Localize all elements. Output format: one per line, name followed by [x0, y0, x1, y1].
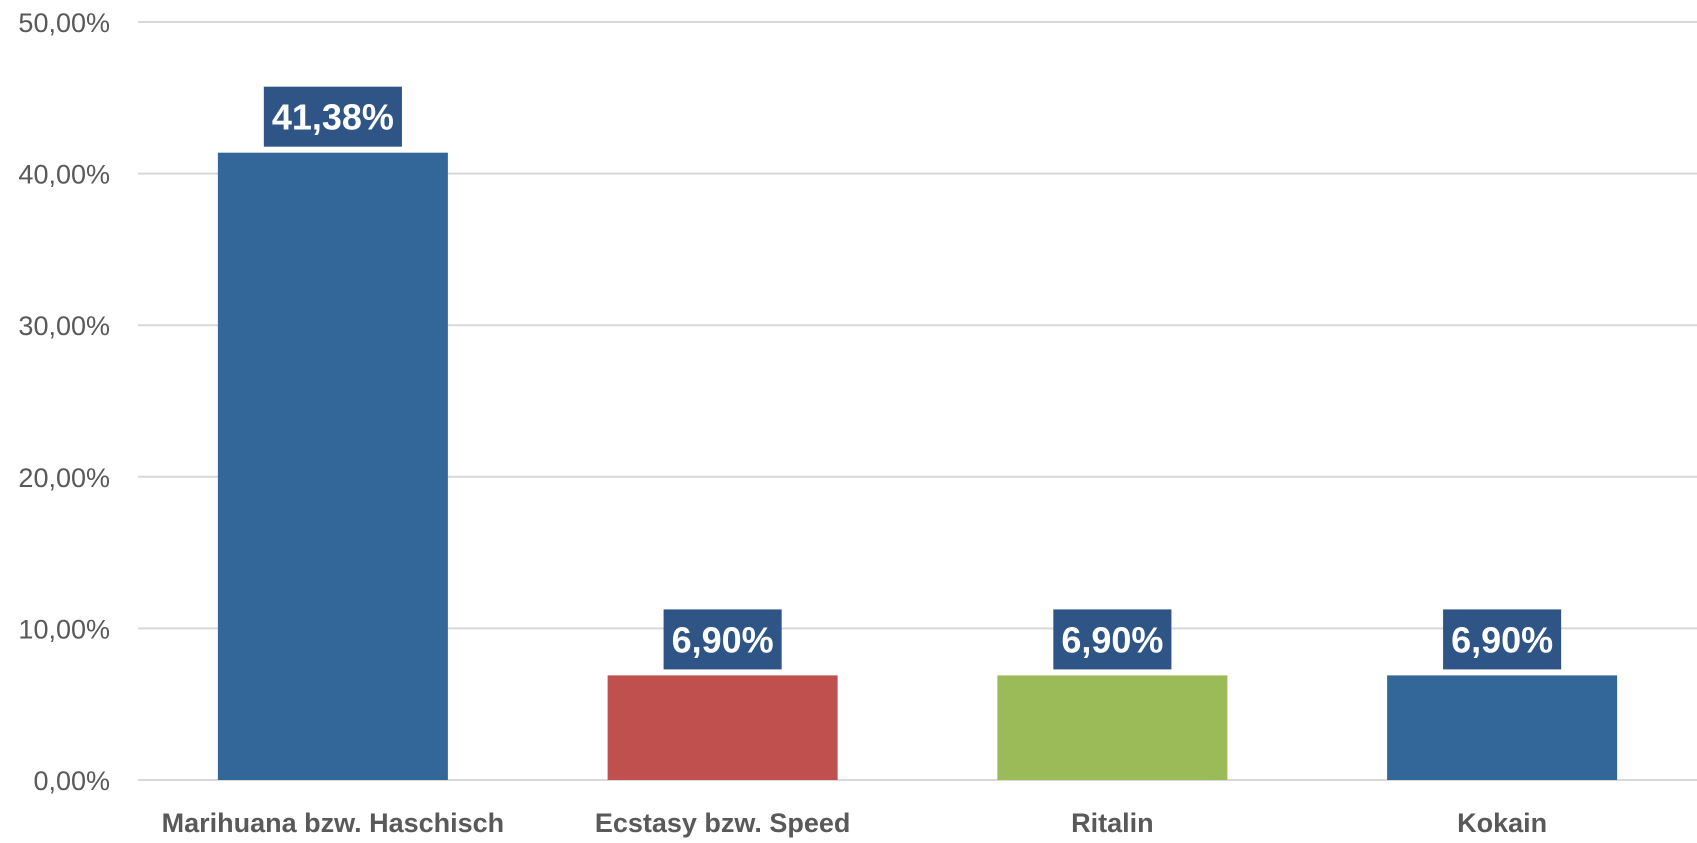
data-label-text: 6,90%	[1061, 619, 1163, 660]
data-label-text: 41,38%	[272, 97, 394, 138]
y-tick-label: 10,00%	[18, 614, 110, 644]
bars	[217, 152, 1618, 780]
bar	[217, 152, 448, 780]
x-axis-tick-labels: Marihuana bzw. Haschisch Ecstasy bzw. Spe…	[162, 808, 1548, 838]
y-tick-label: 20,00%	[18, 463, 110, 493]
data-label-box	[1053, 609, 1172, 670]
y-tick-label: 30,00%	[18, 311, 110, 341]
y-axis-tick-labels: 0,00% 10,00% 20,00% 30,00% 40,00% 50,00%	[18, 8, 110, 796]
data-label: 6,90%	[1443, 609, 1562, 670]
data-label-box	[263, 86, 402, 147]
x-tick-label: Kokain	[1457, 808, 1547, 838]
y-tick-label: 50,00%	[18, 8, 110, 38]
data-label: 6,90%	[1053, 609, 1172, 670]
bar	[997, 675, 1228, 780]
data-label: 6,90%	[663, 609, 782, 670]
data-label-box	[663, 609, 782, 670]
y-tick-label: 0,00%	[33, 766, 110, 796]
data-label: 41,38%	[263, 86, 402, 147]
x-tick-label: Ritalin	[1071, 808, 1154, 838]
data-label-box	[1443, 609, 1562, 670]
bar	[607, 675, 838, 780]
y-tick-label: 40,00%	[18, 160, 110, 190]
data-label-text: 6,90%	[1451, 619, 1553, 660]
x-tick-label: Ecstasy bzw. Speed	[595, 808, 851, 838]
x-tick-label: Marihuana bzw. Haschisch	[162, 808, 505, 838]
data-label-text: 6,90%	[672, 619, 774, 660]
bar	[1387, 675, 1618, 780]
data-labels: 41,38% 6,90% 6,90% 6,90%	[263, 86, 1562, 670]
